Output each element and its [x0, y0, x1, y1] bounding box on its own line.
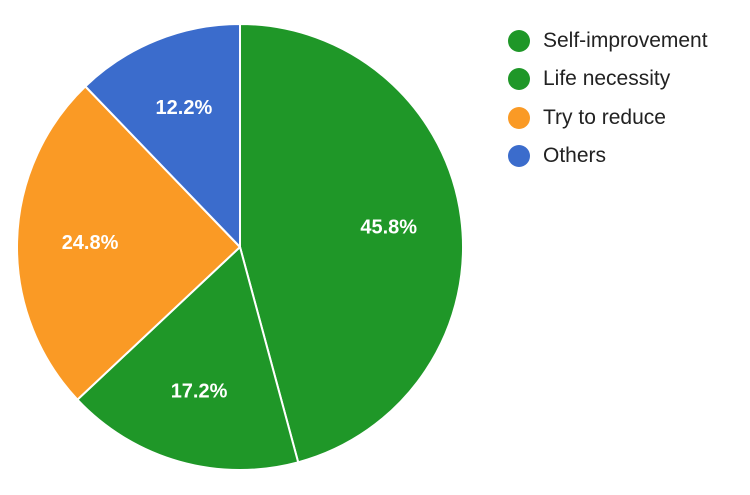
legend-label-others: Others — [543, 144, 607, 168]
chart-legend: Self-improvement Life necessity Try to r… — [508, 22, 708, 175]
pie-slice-label-life-necessity: 17.2% — [171, 380, 228, 402]
legend-item-others[interactable]: Others — [508, 137, 708, 175]
pie-slices — [16, 23, 464, 471]
pie-slice-self-improvement[interactable] — [239, 23, 464, 464]
legend-item-try-to-reduce[interactable]: Try to reduce — [508, 99, 708, 137]
legend-item-life-necessity[interactable]: Life necessity — [508, 60, 708, 98]
pie-slice-label-self-improvement: 45.8% — [360, 216, 417, 238]
legend-label-try-to-reduce: Try to reduce — [543, 105, 666, 129]
legend-swatch-life-necessity — [508, 68, 530, 91]
pie-slice-life-necessity[interactable] — [76, 246, 300, 471]
pie-slice-labels: 45.8% 17.2% 24.8% 12.2% — [62, 97, 418, 402]
legend-swatch-try-to-reduce — [508, 106, 530, 129]
pie-slice-others[interactable] — [84, 23, 241, 248]
pie-slice-label-others: 12.2% — [156, 97, 213, 119]
pie-slice-label-try-to-reduce: 24.8% — [62, 232, 119, 254]
legend-swatch-self-improvement — [508, 30, 530, 53]
pie-slice-try-to-reduce[interactable] — [16, 85, 241, 401]
legend-label-self-improvement: Self-improvement — [543, 29, 708, 53]
legend-label-life-necessity: Life necessity — [543, 67, 671, 91]
legend-swatch-others — [508, 145, 530, 168]
legend-item-self-improvement[interactable]: Self-improvement — [508, 22, 708, 60]
